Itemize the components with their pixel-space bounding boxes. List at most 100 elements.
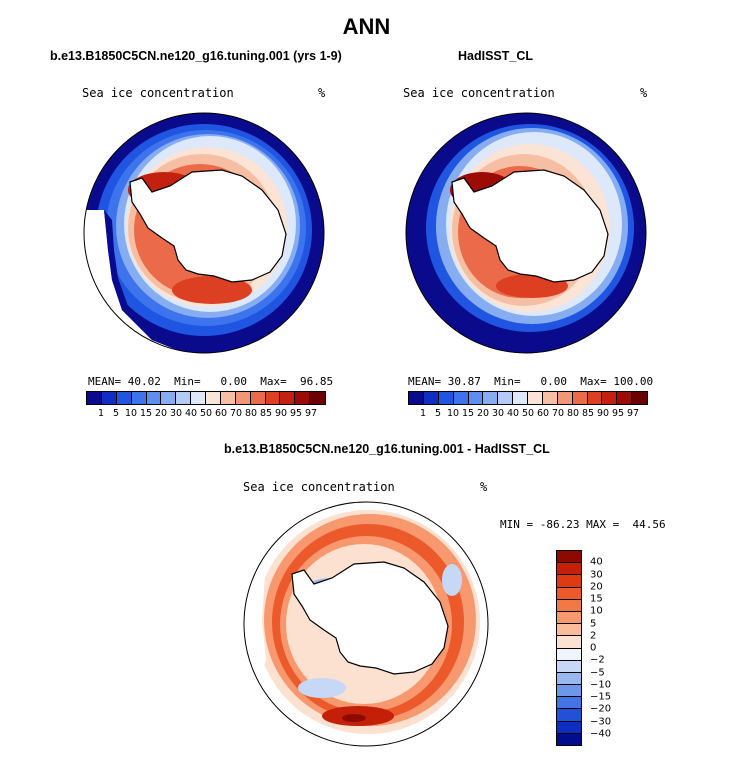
panel-1-colorbar-swatch	[176, 392, 192, 404]
diff-minmax-text: MIN = -86.23 MAX = 44.56	[500, 518, 666, 531]
panel-1-colorbar-swatch	[206, 392, 221, 404]
panel-2-colorbar-swatch	[617, 392, 633, 404]
panel-2-colorbar-swatch	[602, 392, 618, 404]
panel-1-colorbar-swatch	[310, 392, 325, 404]
diff-colorbar-tick-label: −5	[590, 667, 605, 678]
panel-1-colorbar-swatch	[161, 392, 177, 404]
panel-1-colorbar-tick-label: 15	[139, 408, 153, 419]
panel-2-colorbar-swatch	[423, 392, 439, 404]
diff-colorbar-swatch	[557, 685, 581, 698]
panel-1-colorbar-swatch	[250, 392, 266, 404]
panel-2-variable-label: Sea ice concentration	[403, 86, 555, 100]
panel-2-colorbar-tick-label: 90	[596, 408, 610, 419]
panel-2-colorbar-labels: 1 5 10 15 20 30 40 50 60 70 80 85 90 95 97	[408, 408, 648, 420]
panel-2-colorbar-swatch	[542, 392, 558, 404]
panel-2-units-label: %	[640, 86, 648, 100]
panel-1-case-title: b.e13.B1850C5CN.ne120_g16.tuning.001 (yr…	[50, 49, 342, 63]
diff-colorbar-swatch	[557, 551, 581, 564]
diff-colorbar	[556, 550, 582, 746]
panel-1-max-label: Max=	[260, 375, 287, 388]
diff-polar-map	[243, 501, 489, 747]
panel-2-colorbar-tick-label: 1	[419, 408, 427, 419]
panel-2-colorbar-tick-label: 50	[521, 408, 535, 419]
diff-colorbar-swatch	[557, 733, 581, 745]
panel-2-colorbar-tick-label: 60	[536, 408, 550, 419]
panel-2-colorbar-swatch	[513, 392, 528, 404]
diff-colorbar-tick-label: −30	[590, 716, 612, 727]
panel-1-colorbar-swatch	[220, 392, 236, 404]
panel-1-colorbar-swatch	[265, 392, 281, 404]
panel-1-variable-label: Sea ice concentration	[82, 86, 234, 100]
diff-colorbar-tick-label: 0	[590, 642, 597, 654]
panel-2-colorbar-tick-label: 95	[611, 408, 625, 419]
diff-case-title: b.e13.B1850C5CN.ne120_g16.tuning.001 - H…	[224, 442, 550, 456]
diff-colorbar-swatch	[557, 648, 581, 661]
diff-colorbar-swatch	[557, 636, 581, 649]
panel-1-colorbar-tick-label: 97	[304, 408, 318, 419]
panel-1-colorbar-swatch	[116, 392, 132, 404]
panel-1-colorbar-swatch	[295, 392, 311, 404]
panel-1-colorbar-tick-label: 90	[274, 408, 288, 419]
panel-1-colorbar-tick-label: 1	[97, 408, 105, 419]
panel-2-colorbar-tick-label: 80	[566, 408, 580, 419]
panel-1-colorbar-labels: 1 5 10 15 20 30 40 50 60 70 80 85 90 95 97	[86, 408, 326, 420]
panel-1-mean-label: MEAN=	[88, 375, 122, 388]
diff-colorbar-tick-label: 2	[590, 630, 597, 642]
diff-colorbar-swatch	[557, 672, 581, 686]
diff-colorbar-swatch	[557, 563, 581, 576]
diff-colorbar-tick-label: −20	[590, 703, 612, 715]
panel-1-colorbar-swatch	[235, 392, 251, 404]
diff-units-label: %	[480, 480, 488, 494]
diff-colorbar-swatch	[557, 587, 581, 600]
panel-2-max-label: Max=	[580, 375, 607, 388]
panel-1-max-value: 96.85	[300, 375, 334, 388]
panel-2-colorbar-swatch	[557, 392, 573, 404]
panel-1-polar-map	[83, 112, 325, 354]
panel-2-mean-label: MEAN=	[408, 375, 442, 388]
panel-2-colorbar-tick-label: 5	[434, 408, 442, 419]
diff-colorbar-tick-label: −15	[590, 691, 612, 703]
panel-1-colorbar-tick-label: 70	[229, 408, 243, 419]
panel-2-colorbar-swatch	[438, 392, 454, 404]
panel-1-colorbar-tick-label: 20	[154, 408, 168, 419]
diff-colorbar-tick-label: 30	[590, 569, 603, 580]
panel-2-colorbar-swatch	[468, 392, 484, 404]
panel-1-units-label: %	[318, 86, 326, 100]
diff-colorbar-tick-label: 15	[590, 593, 603, 605]
panel-2-colorbar-swatch	[587, 392, 603, 404]
panel-1-colorbar-swatch	[101, 392, 117, 404]
figure-title: ANN	[342, 14, 391, 39]
panel-2-colorbar-tick-label: 40	[506, 408, 520, 419]
diff-colorbar-swatch	[557, 611, 581, 625]
panel-2-colorbar-tick-label: 15	[461, 408, 475, 419]
panel-1-colorbar-tick-label: 60	[214, 408, 228, 419]
panel-2-colorbar-swatch	[483, 392, 499, 404]
panel-1-min-label: Min=	[174, 375, 201, 388]
panel-2-colorbar-tick-label: 10	[446, 408, 460, 419]
panel-1-colorbar-tick-label: 30	[169, 408, 183, 419]
panel-2-colorbar-swatch	[572, 392, 588, 404]
panel-2-colorbar-tick-label: 70	[551, 408, 565, 419]
panel-1-colorbar-tick-label: 10	[124, 408, 138, 419]
panel-1-mean-value: 40.02	[127, 375, 161, 388]
panel-2-min-label: Min=	[494, 375, 521, 388]
panel-1-colorbar-swatch	[191, 392, 206, 404]
diff-colorbar-labels: 40 30 20 15 10 5 2 0 −2 −5 −10 −15 −20 −30 −40	[590, 550, 630, 746]
panel-1-colorbar-tick-label: 85	[259, 408, 273, 419]
diff-colorbar-swatch	[557, 697, 581, 710]
panel-1-colorbar	[86, 391, 326, 405]
diff-colorbar-tick-label: 5	[590, 618, 597, 629]
diff-colorbar-tick-label: −2	[590, 654, 605, 666]
panel-2-colorbar-swatch	[498, 392, 514, 404]
diff-colorbar-swatch	[557, 721, 581, 734]
panel-1-min-value: 0.00	[220, 375, 248, 388]
panel-2-colorbar-tick-label: 30	[491, 408, 505, 419]
panel-2-case-title: HadISST_CL	[458, 49, 534, 63]
diff-colorbar-swatch	[557, 624, 581, 637]
panel-2-colorbar-tick-label: 97	[626, 408, 640, 419]
panel-1-colorbar-tick-label: 80	[244, 408, 258, 419]
diff-colorbar-tick-label: −40	[590, 728, 612, 740]
panel-2-min-value: 0.00	[540, 375, 568, 388]
panel-1-colorbar-tick-label: 5	[112, 408, 120, 419]
panel-1-colorbar-tick-label: 40	[184, 408, 198, 419]
